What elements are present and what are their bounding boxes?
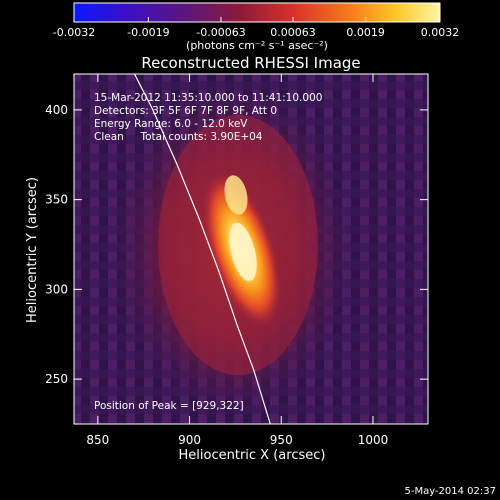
plot-frame — [73, 73, 429, 425]
annotation-time-range: 15-Mar-2012 11:35:10.000 to 11:41:10.000 — [94, 92, 322, 104]
annotation-energy-range: Energy Range: 6.0 - 12.0 keV — [94, 118, 248, 130]
annotation-clean-counts: Clean Total counts: 3.90E+04 — [94, 131, 263, 143]
colorbar-tick-label: 0.00063 — [270, 26, 316, 39]
y-tick-label: 350 — [45, 193, 68, 207]
colorbar-tick-label: -0.0019 — [127, 26, 169, 39]
flare-upper-lobe — [224, 175, 248, 215]
heatmap-image — [74, 74, 428, 424]
flare-peak — [229, 222, 257, 282]
y-tick-label: 250 — [45, 372, 68, 386]
x-tick-label: 850 — [86, 433, 109, 447]
colorbar: -0.0032 -0.0019 -0.00063 0.00063 0.0019 0.003… — [53, 2, 459, 52]
colorbar-gradient — [73, 2, 441, 23]
peak-position-label: Position of Peak = [929,322] — [94, 400, 244, 412]
footer-date: 5-May-2014 02:37 — [404, 486, 496, 497]
x-axis-ticks: 850 900 950 1000 — [86, 74, 388, 447]
y-tick-label: 300 — [45, 282, 68, 296]
y-axis-title: Heliocentric Y (arcsec) — [25, 177, 40, 323]
solar-limb-curve — [133, 74, 271, 424]
annotation-detectors: Detectors: 3F 5F 6F 7F 8F 9F, Att 0 — [94, 105, 277, 117]
colorbar-tick-label: 0.0019 — [346, 26, 385, 39]
colorbar-units: (photons cm⁻² s⁻¹ asec⁻²) — [186, 39, 328, 52]
colorbar-tick-label: -0.00063 — [196, 26, 245, 39]
x-tick-label: 1000 — [358, 433, 389, 447]
x-axis-title: Heliocentric X (arcsec) — [179, 448, 326, 463]
colorbar-tick-label: 0.0032 — [421, 26, 460, 39]
colorbar-tick-label: -0.0032 — [53, 26, 95, 39]
chart-title: Reconstructed RHESSI Image — [141, 54, 360, 72]
annotation-block: 15-Mar-2012 11:35:10.000 to 11:41:10.000… — [94, 92, 322, 143]
y-tick-label: 400 — [45, 103, 68, 117]
colorbar-ticks: -0.0032 -0.0019 -0.00063 0.00063 0.0019 0.003… — [53, 17, 459, 39]
x-tick-label: 900 — [178, 433, 201, 447]
x-tick-label: 950 — [270, 433, 293, 447]
y-axis-ticks: 250 300 350 400 — [45, 103, 428, 386]
